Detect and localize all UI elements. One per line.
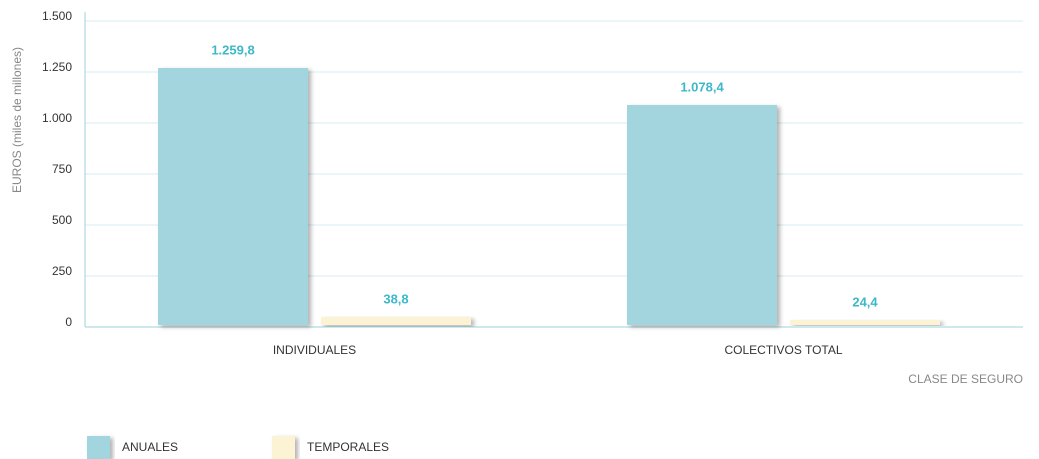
y-axis-label: EUROS (miles de millones) xyxy=(10,47,24,193)
legend-label: TEMPORALES xyxy=(307,440,389,454)
y-tick-label: 1.500 xyxy=(42,9,72,23)
x-axis-label: CLASE DE SEGURO xyxy=(908,372,1023,386)
legend-label: ANUALES xyxy=(122,440,178,454)
legend-swatch xyxy=(87,436,110,459)
y-tick-label: 750 xyxy=(52,162,72,176)
y-tick-label: 500 xyxy=(52,213,72,227)
x-tick-label: INDIVIDUALES xyxy=(273,343,356,357)
y-tick-label: 1.000 xyxy=(42,111,72,125)
value-label: 1.078,4 xyxy=(680,79,724,94)
value-label: 24,4 xyxy=(852,294,878,309)
x-tick-label: COLECTIVOS TOTAL xyxy=(724,343,842,357)
y-tick-label: 1.250 xyxy=(42,60,72,74)
legend-swatch xyxy=(272,436,295,459)
bar xyxy=(158,68,308,326)
bar xyxy=(627,105,777,325)
bar xyxy=(321,317,471,325)
value-label: 1.259,8 xyxy=(211,42,254,57)
y-tick-label: 250 xyxy=(52,264,72,278)
y-tick-label: 0 xyxy=(65,315,72,329)
value-label: 38,8 xyxy=(383,292,408,307)
bar xyxy=(790,320,940,325)
